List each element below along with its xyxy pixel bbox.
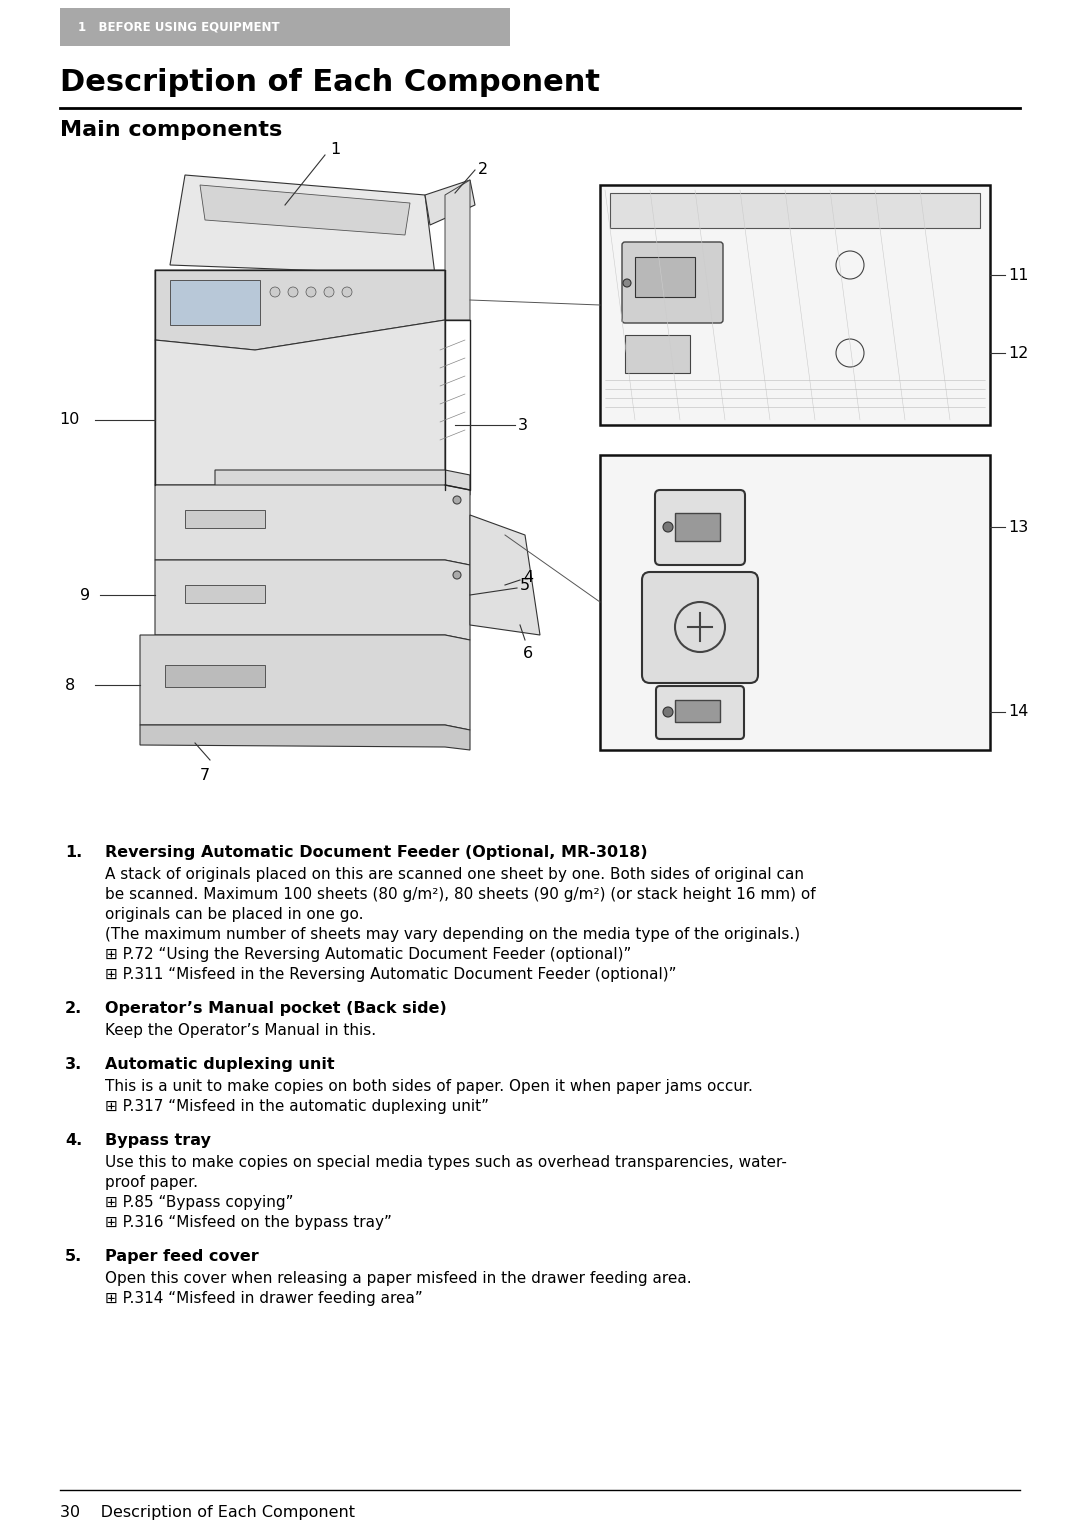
Bar [625, 336, 690, 372]
Polygon shape [140, 725, 470, 749]
Bar [635, 256, 696, 298]
Circle shape [288, 287, 298, 298]
Bar [185, 584, 265, 603]
Bar [165, 665, 265, 687]
Text: 14: 14 [1008, 705, 1028, 719]
Text: 1   BEFORE USING EQUIPMENT: 1 BEFORE USING EQUIPMENT [78, 20, 280, 34]
Text: 10: 10 [59, 412, 80, 427]
Text: Bypass tray: Bypass tray [105, 1132, 211, 1148]
Text: originals can be placed in one go.: originals can be placed in one go. [105, 906, 364, 922]
Polygon shape [156, 560, 470, 639]
Bar [610, 192, 980, 227]
Text: Paper feed cover: Paper feed cover [105, 1248, 259, 1264]
Text: 1.: 1. [65, 845, 82, 861]
Text: ⊞ P.72 “Using the Reversing Automatic Document Feeder (optional)”: ⊞ P.72 “Using the Reversing Automatic Do… [105, 948, 632, 961]
Circle shape [453, 496, 461, 504]
Polygon shape [215, 470, 470, 494]
Polygon shape [470, 514, 540, 635]
Circle shape [663, 522, 673, 533]
Text: Reversing Automatic Document Feeder (Optional, MR-3018): Reversing Automatic Document Feeder (Opt… [105, 845, 648, 861]
Text: be scanned. Maximum 100 sheets (80 g/m²), 80 sheets (90 g/m²) (or stack height 1: be scanned. Maximum 100 sheets (80 g/m²)… [105, 887, 815, 902]
Polygon shape [156, 320, 445, 485]
Polygon shape [170, 175, 435, 275]
Text: 9: 9 [80, 588, 90, 603]
Text: 5: 5 [519, 577, 530, 592]
Text: 30    Description of Each Component: 30 Description of Each Component [60, 1505, 355, 1520]
Circle shape [270, 287, 280, 298]
Circle shape [324, 287, 334, 298]
Circle shape [623, 279, 631, 287]
Text: 8: 8 [65, 678, 75, 693]
Text: ⊞ P.317 “Misfeed in the automatic duplexing unit”: ⊞ P.317 “Misfeed in the automatic duplex… [105, 1099, 489, 1114]
Text: Keep the Operator’s Manual in this.: Keep the Operator’s Manual in this. [105, 1022, 376, 1038]
Text: Operator’s Manual pocket (Back side): Operator’s Manual pocket (Back side) [105, 1001, 447, 1016]
Text: 6: 6 [523, 645, 534, 661]
Circle shape [663, 707, 673, 717]
Bar [675, 700, 720, 722]
Bar [170, 279, 260, 325]
Text: Use this to make copies on special media types such as overhead transparencies, : Use this to make copies on special media… [105, 1155, 787, 1170]
Polygon shape [445, 180, 470, 320]
Bar [675, 513, 720, 542]
Text: ⊞ P.311 “Misfeed in the Reversing Automatic Document Feeder (optional)”: ⊞ P.311 “Misfeed in the Reversing Automa… [105, 967, 676, 983]
Text: Automatic duplexing unit: Automatic duplexing unit [105, 1058, 335, 1071]
Text: 1: 1 [330, 142, 340, 157]
FancyBboxPatch shape [654, 490, 745, 565]
Text: This is a unit to make copies on both sides of paper. Open it when paper jams oc: This is a unit to make copies on both si… [105, 1079, 753, 1094]
Bar [600, 455, 990, 749]
Text: (The maximum number of sheets may vary depending on the media type of the origin: (The maximum number of sheets may vary d… [105, 926, 800, 942]
Circle shape [453, 571, 461, 578]
Text: 7: 7 [200, 768, 211, 783]
Text: 2: 2 [478, 162, 488, 177]
Text: Description of Each Component: Description of Each Component [60, 69, 600, 98]
Text: 4.: 4. [65, 1132, 82, 1148]
Text: A stack of originals placed on this are scanned one sheet by one. Both sides of : A stack of originals placed on this are … [105, 867, 804, 882]
Text: 2.: 2. [65, 1001, 82, 1016]
FancyBboxPatch shape [622, 243, 723, 324]
Text: ⊞ P.316 “Misfeed on the bypass tray”: ⊞ P.316 “Misfeed on the bypass tray” [105, 1215, 392, 1230]
Polygon shape [140, 635, 470, 729]
Bar [185, 510, 265, 528]
Text: Main components: Main components [60, 121, 282, 140]
Text: Open this cover when releasing a paper misfeed in the drawer feeding area.: Open this cover when releasing a paper m… [105, 1271, 691, 1286]
Polygon shape [426, 180, 475, 224]
Text: 13: 13 [1008, 519, 1028, 534]
Bar [600, 185, 990, 426]
Text: 3: 3 [518, 418, 528, 432]
Text: 3.: 3. [65, 1058, 82, 1071]
FancyBboxPatch shape [656, 687, 744, 739]
Text: 11: 11 [1008, 267, 1028, 282]
Text: 5.: 5. [65, 1248, 82, 1264]
Circle shape [306, 287, 316, 298]
Polygon shape [156, 270, 445, 349]
Text: ⊞ P.314 “Misfeed in drawer feeding area”: ⊞ P.314 “Misfeed in drawer feeding area” [105, 1291, 422, 1306]
FancyBboxPatch shape [642, 572, 758, 684]
Text: 4: 4 [523, 569, 534, 584]
Circle shape [342, 287, 352, 298]
Text: 12: 12 [1008, 345, 1028, 360]
Polygon shape [156, 485, 470, 565]
Bar [60, 8, 510, 46]
Text: ⊞ P.85 “Bypass copying”: ⊞ P.85 “Bypass copying” [105, 1195, 294, 1210]
Polygon shape [200, 185, 410, 235]
Text: proof paper.: proof paper. [105, 1175, 198, 1190]
